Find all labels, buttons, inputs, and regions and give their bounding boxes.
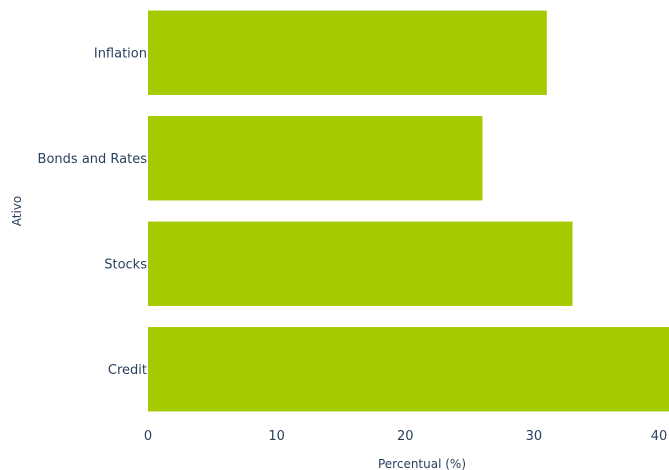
x-axis-title: Percentual (%) xyxy=(378,457,466,470)
y-tick-label-credit: Credit xyxy=(108,363,147,378)
x-tick-label-0: 0 xyxy=(144,429,152,444)
y-tick-label-stocks: Stocks xyxy=(104,257,147,272)
x-tick-label-40: 40 xyxy=(651,429,668,444)
x-tick-label-10: 10 xyxy=(268,429,285,444)
y-tick-label-bonds-and-rates: Bonds and Rates xyxy=(38,152,148,167)
bar-stocks xyxy=(148,221,573,306)
y-axis-title: Ativo xyxy=(10,196,24,226)
x-tick-label-20: 20 xyxy=(397,429,414,444)
bars-group xyxy=(148,10,669,412)
bar-inflation xyxy=(148,10,547,95)
x-tick-labels: 0 10 20 30 40 xyxy=(144,429,667,444)
y-tick-labels: Inflation Bonds and Rates Stocks Credit xyxy=(38,46,148,378)
bar-bonds-and-rates xyxy=(148,116,483,201)
x-tick-label-30: 30 xyxy=(526,429,543,444)
y-tick-label-inflation: Inflation xyxy=(94,46,147,61)
bar-credit xyxy=(148,327,669,412)
